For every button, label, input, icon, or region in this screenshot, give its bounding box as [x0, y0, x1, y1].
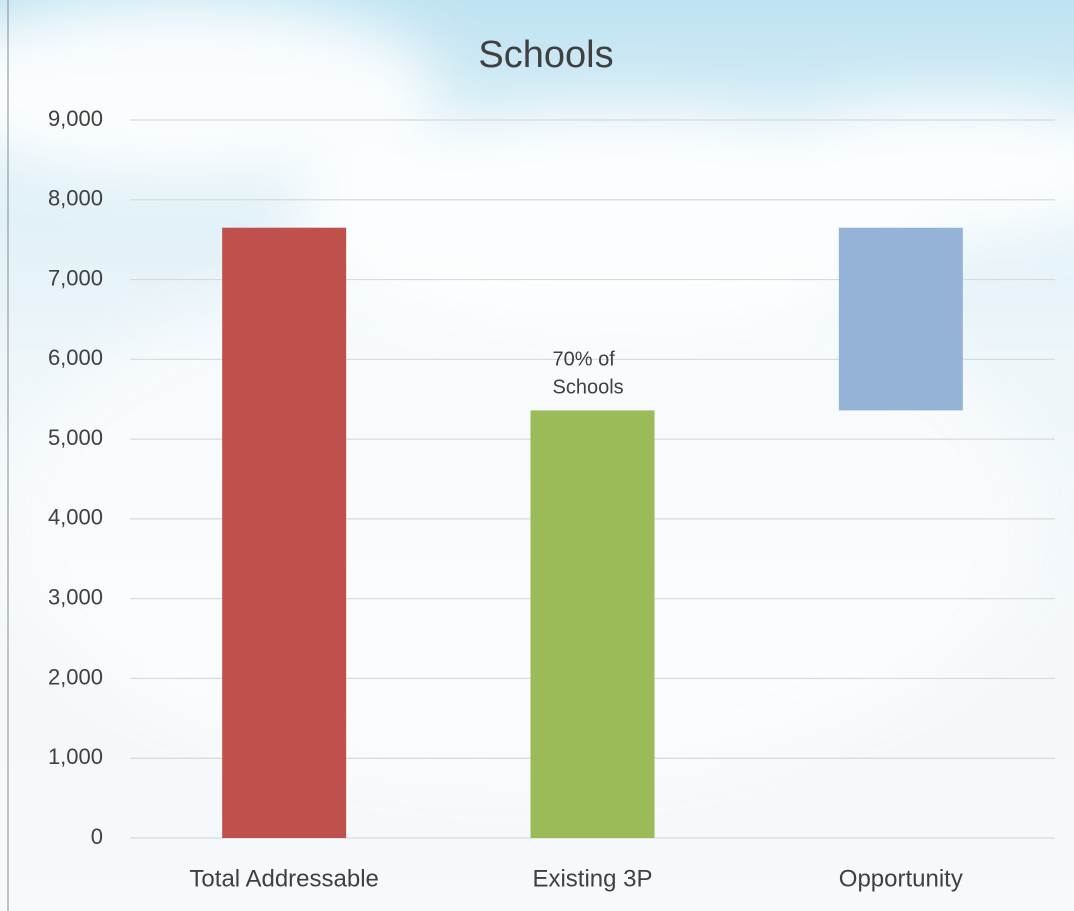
- annotation: 70% of: [553, 349, 616, 371]
- x-tick-label: Total Addressable: [189, 865, 378, 892]
- y-tick-label: 4,000: [48, 505, 103, 530]
- bar: [838, 227, 963, 411]
- y-tick-label: 7,000: [48, 265, 103, 290]
- y-tick-label: 0: [91, 824, 103, 849]
- y-tick-label: 9,000: [48, 106, 103, 131]
- bar: [222, 227, 347, 838]
- chart-title: Schools: [478, 34, 613, 76]
- annotation: Schools: [553, 377, 624, 399]
- y-tick-label: 1,000: [48, 744, 103, 769]
- y-tick-label: 3,000: [48, 584, 103, 609]
- y-tick-label: 2,000: [48, 664, 103, 689]
- x-tick-label: Existing 3P: [532, 865, 652, 892]
- y-tick-label: 5,000: [48, 425, 103, 450]
- x-tick-label: Opportunity: [839, 865, 963, 892]
- y-tick-label: 6,000: [48, 345, 103, 370]
- bar: [530, 410, 655, 838]
- y-tick-label: 8,000: [48, 186, 103, 211]
